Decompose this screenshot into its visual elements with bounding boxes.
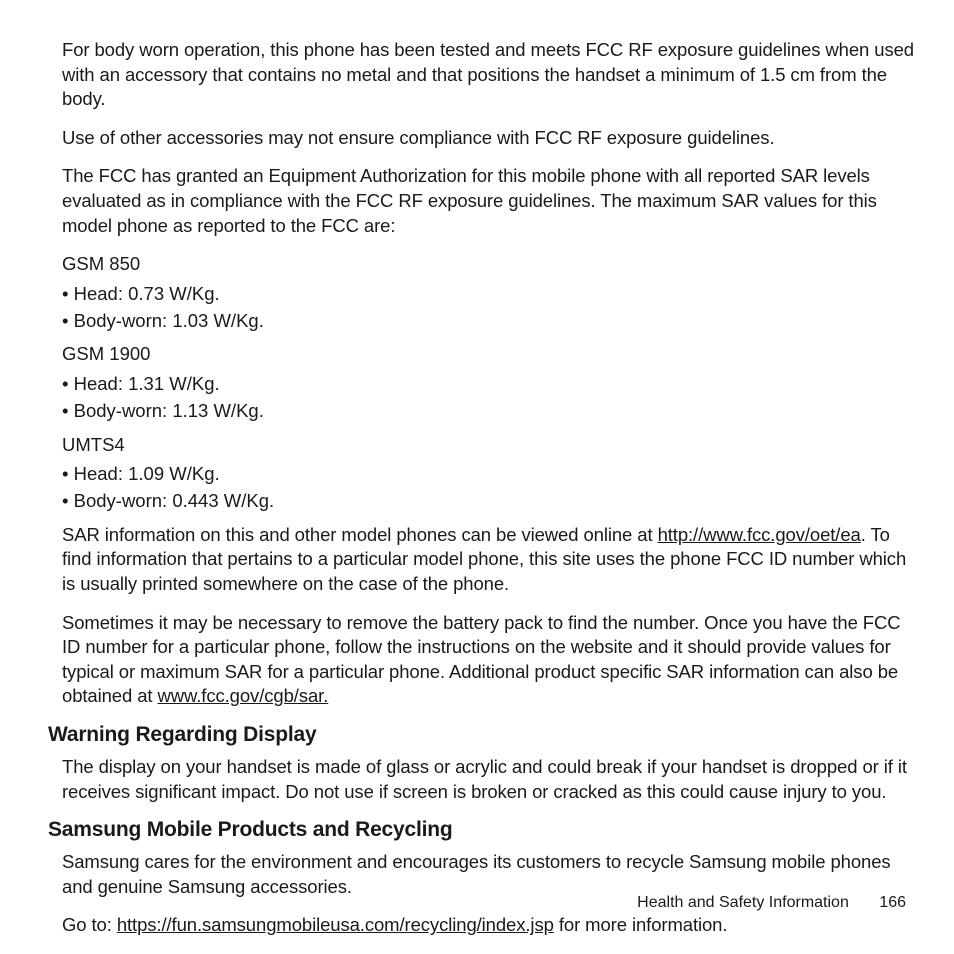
sar-bullet: • Head: 0.73 W/Kg. <box>62 281 914 308</box>
body-paragraph: SAR information on this and other model … <box>62 523 914 597</box>
body-paragraph: The display on your handset is made of g… <box>62 755 914 804</box>
body-paragraph: For body worn operation, this phone has … <box>62 38 914 112</box>
text-run: SAR information on this and other model … <box>62 524 658 545</box>
fcc-sar-link[interactable]: www.fcc.gov/cgb/sar. <box>158 685 329 706</box>
body-paragraph: Use of other accessories may not ensure … <box>62 126 914 151</box>
sar-bullet: • Head: 1.09 W/Kg. <box>62 461 914 488</box>
body-paragraph: Go to: https://fun.samsungmobileusa.com/… <box>62 913 914 938</box>
body-paragraph: Sometimes it may be necessary to remove … <box>62 611 914 709</box>
heading-warning-display: Warning Regarding Display <box>48 723 914 747</box>
body-paragraph: Samsung cares for the environment and en… <box>62 850 914 899</box>
sar-bullet: • Body-worn: 1.13 W/Kg. <box>62 398 914 425</box>
page-number: 166 <box>879 894 906 911</box>
sar-bullet: • Body-worn: 1.03 W/Kg. <box>62 308 914 335</box>
sar-band-label: UMTS4 <box>62 433 914 458</box>
text-run: for more information. <box>554 914 728 935</box>
recycling-link[interactable]: https://fun.samsungmobileusa.com/recycli… <box>117 914 554 935</box>
sar-bullet: • Body-worn: 0.443 W/Kg. <box>62 488 914 515</box>
sar-band-label: GSM 1900 <box>62 342 914 367</box>
footer-section-label: Health and Safety Information <box>637 894 849 911</box>
text-run: Go to: <box>62 914 117 935</box>
body-paragraph: The FCC has granted an Equipment Authori… <box>62 164 914 238</box>
page-footer: Health and Safety Information 166 <box>637 894 906 912</box>
sar-band-label: GSM 850 <box>62 252 914 277</box>
heading-recycling: Samsung Mobile Products and Recycling <box>48 818 914 842</box>
fcc-oet-link[interactable]: http://www.fcc.gov/oet/ea <box>658 524 861 545</box>
sar-bullet: • Head: 1.31 W/Kg. <box>62 371 914 398</box>
